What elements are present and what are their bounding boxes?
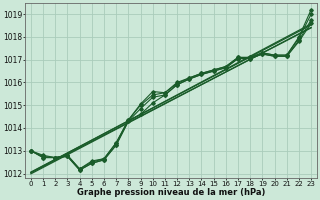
X-axis label: Graphe pression niveau de la mer (hPa): Graphe pression niveau de la mer (hPa) [77,188,265,197]
